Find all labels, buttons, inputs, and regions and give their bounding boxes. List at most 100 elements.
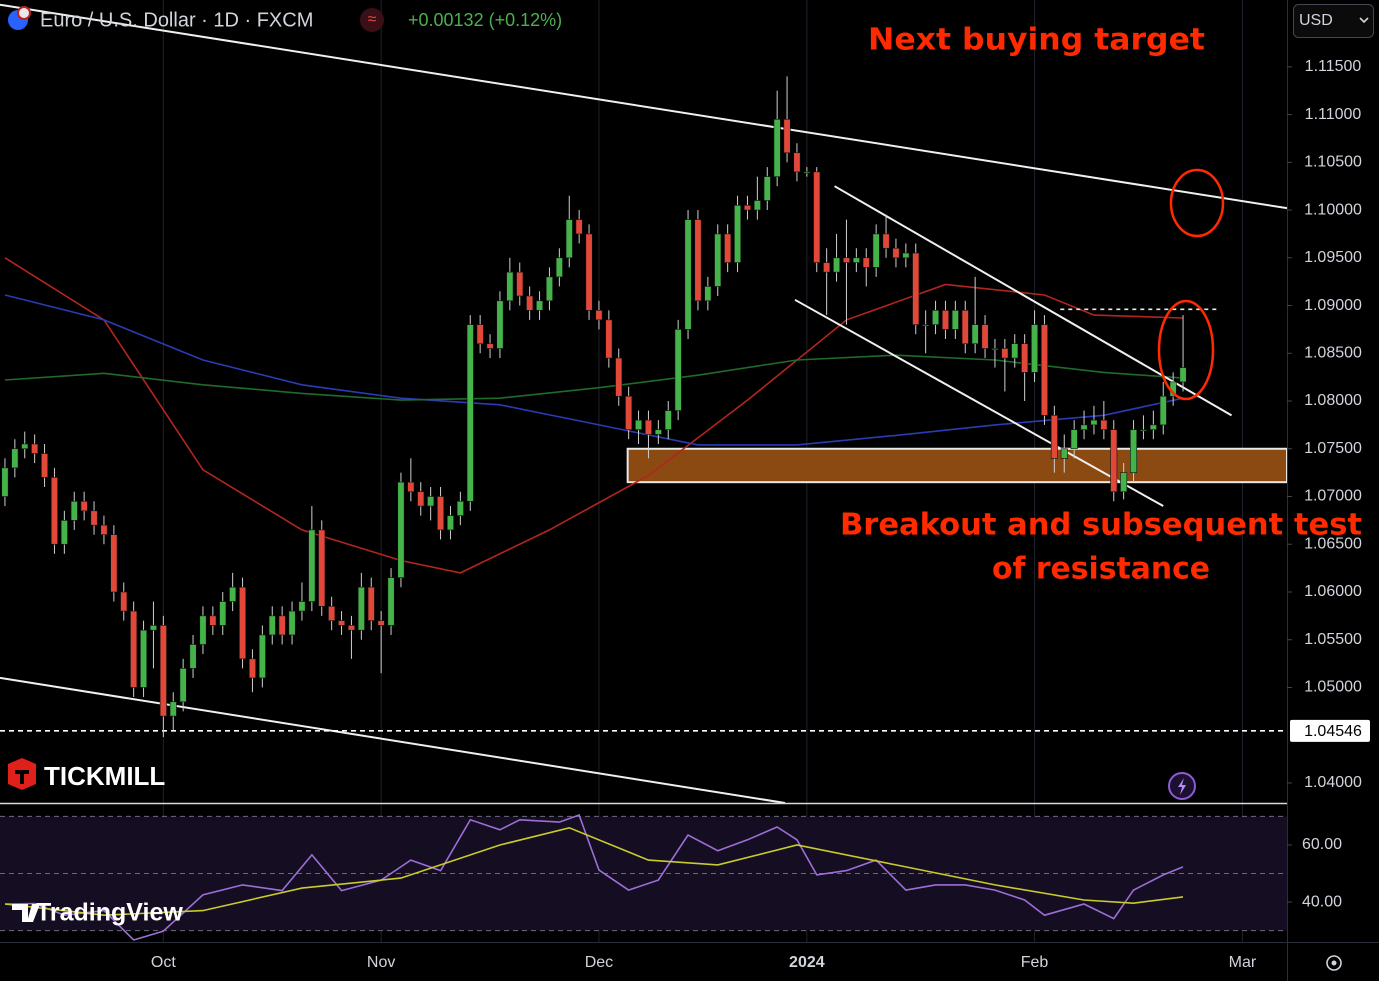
moving-average [4,294,1184,446]
candle-body [338,620,346,626]
annotation: Breakout and subsequent test [840,508,1362,543]
dropdown-chevron[interactable] [1359,17,1369,24]
candle-body [902,252,910,259]
candle-body [1179,367,1187,383]
candle-body [21,443,29,450]
currency-button[interactable] [1293,4,1374,38]
candle-body [734,204,742,263]
candle-body [526,295,534,311]
candle-body [625,395,633,430]
candle-body [288,610,296,636]
candle-body [882,233,890,249]
y-tick-label: 1.08500 [1304,345,1362,362]
x-tick-label: 2024 [789,954,825,971]
highlight-ellipse [1169,168,1225,238]
candle-body [595,310,603,321]
candle-body [278,615,286,636]
price-label-box [1290,719,1370,742]
candle-body [536,300,544,311]
candle-body [1021,343,1029,373]
candle-body [971,324,979,345]
candle-body [100,524,108,535]
candle-body [1031,324,1039,373]
status-icon [360,8,384,32]
candle-body [140,629,148,688]
lightning-icon[interactable] [1178,778,1186,795]
candle-body [496,300,504,349]
candle-body [654,429,662,435]
candle-body [357,586,365,631]
candle-body [1090,419,1098,426]
brand-name: TICKMILL [44,761,165,791]
candle-body [941,310,949,330]
candle-body [694,219,702,302]
candle-body [635,419,643,430]
candle-body [506,271,514,302]
candle-body [11,448,19,469]
candle-body [912,252,920,325]
y-tick-label: 1.08000 [1304,392,1362,409]
candle-body [397,481,405,578]
y-tick-label: 1.10500 [1304,154,1362,171]
candle-body [110,534,118,593]
moving-average [4,257,1184,574]
settings-button[interactable] [1331,960,1337,966]
y-tick-label: 1.05000 [1304,679,1362,696]
y-tick-label: 40.00 [1302,893,1342,910]
trend-line [0,3,1287,210]
brand-logo [12,904,40,922]
candle-body [268,615,276,636]
candle-body [714,233,722,287]
rsi-line [4,813,1184,941]
candle-body [1149,424,1157,430]
candle-body [209,615,217,626]
candle-body [833,257,841,273]
candle-body [565,219,573,259]
candle-body [575,219,583,235]
price-change: +0.00132 (+0.12%) [408,10,562,30]
candle-body [545,276,553,302]
candle-body [823,262,831,273]
currency-label[interactable]: USD [1299,12,1333,29]
candle-body [615,357,623,397]
candle-body [1001,348,1009,359]
brand-logo [15,770,29,784]
candle-body [387,577,395,626]
candle-body [684,219,692,330]
settings-button[interactable] [1326,955,1342,971]
candle-body [773,119,781,177]
candle-body [872,233,880,268]
candle-body [1130,429,1138,473]
y-tick-label: 1.09000 [1304,297,1362,314]
candle-body [763,176,771,201]
price-pane [0,3,1287,803]
candle-body [783,119,791,154]
candle-body [813,171,821,263]
candle-body [159,625,167,717]
candle-body [31,443,39,454]
rsi-line [4,826,1184,917]
candle-body [446,515,454,531]
x-tick-label: Oct [151,954,176,971]
rsi-pane [0,815,1287,932]
candle-body [427,496,435,507]
candle-body [753,200,761,211]
support-zone [626,447,1287,484]
candle-body [248,658,256,679]
candle-body [1110,429,1118,493]
candle-body [318,529,326,607]
rsi-lines [4,813,1184,941]
candle-body [219,601,227,626]
candle-body [149,625,157,631]
candle-body [803,171,811,174]
candle-body [229,586,237,602]
trend-line [0,676,786,803]
candle-body [704,286,712,302]
candle-body [476,324,484,345]
candle-body [961,310,969,345]
candle-body [1100,419,1108,430]
candle-body [793,152,801,173]
candle-body [1080,424,1088,430]
